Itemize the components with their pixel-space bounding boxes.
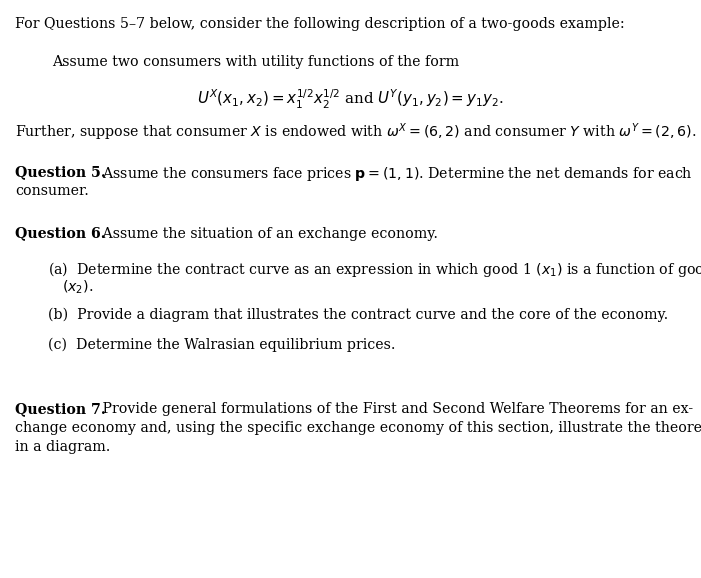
Text: change economy and, using the specific exchange economy of this section, illustr: change economy and, using the specific e… bbox=[15, 421, 701, 435]
Text: $U^X(x_1, x_2) = x_1^{1/2}x_2^{1/2}$ and $U^Y(y_1, y_2) = y_1 y_2$.: $U^X(x_1, x_2) = x_1^{1/2}x_2^{1/2}$ and… bbox=[197, 88, 504, 111]
Text: Question 7.: Question 7. bbox=[15, 402, 106, 416]
Text: consumer.: consumer. bbox=[15, 184, 89, 198]
Text: in a diagram.: in a diagram. bbox=[15, 440, 111, 454]
Text: Assume the situation of an exchange economy.: Assume the situation of an exchange econ… bbox=[98, 227, 438, 240]
Text: Further, suppose that consumer $X$ is endowed with $\omega^X = (6, 2)$ and consu: Further, suppose that consumer $X$ is en… bbox=[15, 121, 697, 143]
Text: (c)  Determine the Walrasian equilibrium prices.: (c) Determine the Walrasian equilibrium … bbox=[48, 338, 395, 352]
Text: Assume the consumers face prices $\mathbf{p} = (1, 1)$. Determine the net demand: Assume the consumers face prices $\mathb… bbox=[98, 165, 693, 183]
Text: Provide general formulations of the First and Second Welfare Theorems for an ex-: Provide general formulations of the Firs… bbox=[98, 402, 693, 416]
Text: Question 5.: Question 5. bbox=[15, 165, 106, 179]
Text: $(x_2)$.: $(x_2)$. bbox=[62, 279, 93, 296]
Text: For Questions 5–7 below, consider the following description of a two-goods examp: For Questions 5–7 below, consider the fo… bbox=[15, 17, 625, 31]
Text: (a)  Determine the contract curve as an expression in which good 1 $(x_1)$ is a : (a) Determine the contract curve as an e… bbox=[48, 260, 701, 279]
Text: (b)  Provide a diagram that illustrates the contract curve and the core of the e: (b) Provide a diagram that illustrates t… bbox=[48, 308, 668, 323]
Text: Assume two consumers with utility functions of the form: Assume two consumers with utility functi… bbox=[53, 55, 460, 69]
Text: Question 6.: Question 6. bbox=[15, 227, 106, 240]
